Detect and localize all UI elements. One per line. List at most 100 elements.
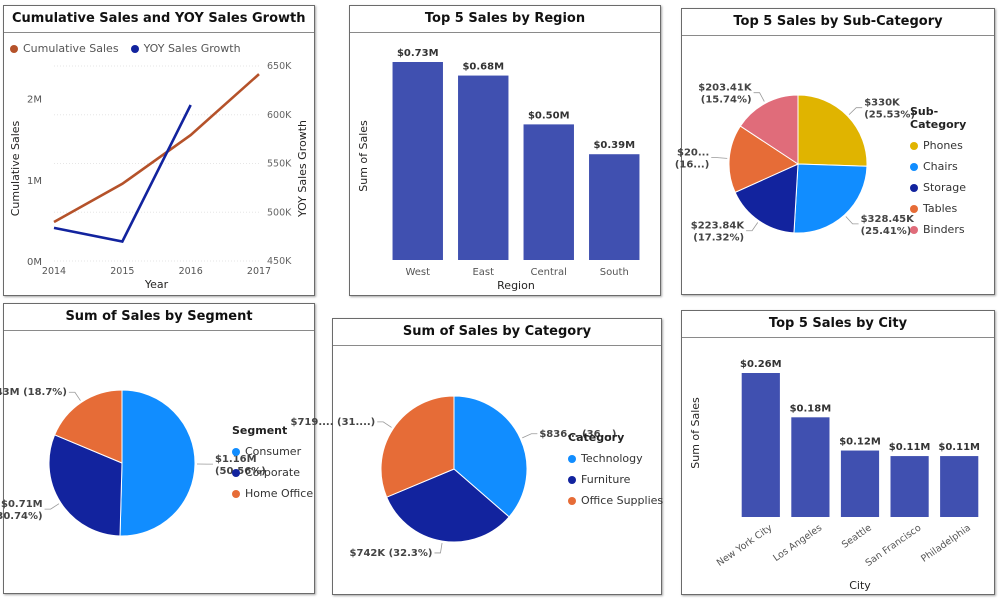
pie-leader-line (44, 503, 60, 510)
pie-slice-furniture (385, 468, 510, 543)
legend-label: Consumer (245, 445, 302, 458)
y2-axis-title: YOY Sales Growth (296, 120, 309, 218)
category-panel: Sum of Sales by Category $836... (36...)… (290, 318, 663, 595)
pie-leader-line (848, 107, 863, 115)
category-title: Sum of Sales by Category (333, 319, 661, 346)
legend-item-phones[interactable]: Phones (910, 135, 994, 156)
bar (392, 62, 443, 260)
cumulative-legend: Cumulative Sales YOY Sales Growth (10, 42, 241, 55)
legend-item-home-office[interactable]: Home Office (232, 483, 313, 504)
x-axis-title: Region (497, 279, 535, 292)
pie-leader-line (377, 421, 392, 428)
x-tick-label: Seattle (840, 522, 874, 550)
legend-dot-cumulative (10, 44, 18, 53)
x-tick-label: 2016 (179, 266, 203, 277)
x-axis-title: City (849, 579, 871, 592)
legend-item-tables[interactable]: Tables (910, 198, 994, 219)
cumulative-sales-title: Cumulative Sales and YOY Sales Growth (4, 6, 314, 33)
x-axis-title: Year (144, 278, 169, 291)
x-tick-label: West (405, 267, 430, 278)
bar (589, 154, 640, 260)
legend-item-storage[interactable]: Storage (910, 177, 994, 198)
line-series-cumulative-sales (53, 73, 260, 224)
segment-legend: Segment Consumer Corporate Home Office (232, 424, 313, 504)
pie-leader-line (746, 222, 759, 232)
legend-item-chairs[interactable]: Chairs (910, 156, 994, 177)
legend-dot (232, 489, 240, 498)
x-tick-label: 2014 (42, 266, 66, 277)
subcategory-legend-title: Sub-Category (910, 105, 967, 131)
pie-leader-line (68, 391, 81, 401)
x-tick-label: New York City (715, 522, 775, 569)
x-tick-label: East (472, 267, 494, 278)
x-tick-label: Central (531, 267, 567, 278)
legend-item-furniture[interactable]: Furniture (568, 469, 663, 490)
subcategory-panel: Top 5 Sales by Sub-Category $330K (25.53%… (675, 8, 995, 295)
line-series-yoy-sales-growth (53, 104, 192, 243)
legend-label: Home Office (245, 487, 314, 500)
legend-item-corporate[interactable]: Corporate (232, 462, 313, 483)
legend-label: Phones (923, 139, 963, 152)
bar-data-label: $0.68M (462, 62, 504, 73)
legend-item-binders[interactable]: Binders (910, 219, 994, 240)
y2-tick-label: 650K (267, 61, 292, 72)
bar-data-label: $0.26M (740, 359, 782, 370)
legend-label: Tables (923, 202, 958, 215)
y-tick-label: 2M (27, 95, 42, 106)
pie-data-label: $330K (25.53%) (864, 98, 915, 121)
bar-data-label: $0.18M (790, 403, 832, 414)
pie-leader-line (711, 157, 728, 159)
y-axis-title: Cumulative Sales (9, 120, 22, 216)
legend-item-cumulative[interactable]: Cumulative Sales (10, 42, 119, 55)
pie-data-label: $719.... (31....) (290, 417, 375, 428)
bar (840, 450, 880, 517)
x-tick-label: South (600, 267, 629, 278)
legend-item-yoy[interactable]: YOY Sales Growth (130, 42, 241, 55)
legend-label: Office Supplies (581, 494, 664, 507)
pie-data-label: $742K (32.3%) (350, 548, 433, 559)
y-tick-label: 1M (27, 176, 42, 187)
legend-dot (910, 141, 918, 150)
legend-label: Corporate (245, 466, 300, 479)
pie-data-label: $223.84K (17.32%) (691, 221, 746, 244)
pie-leader-line (845, 216, 859, 225)
category-legend: Category Technology Furniture Office Suppl… (568, 431, 663, 511)
pie-leader-line (522, 433, 538, 439)
bar (458, 75, 509, 260)
pie-slice-technology (453, 395, 528, 518)
segment-legend-title: Segment (232, 424, 288, 437)
cumulative-line-chart: 450K 500K 550K 600K 650K 0M 1M 2M 2014 2015 2016 20… (9, 61, 309, 291)
pie-data-label: $0.71M(30.74%) (0, 499, 43, 522)
pie-slice-binders (739, 94, 799, 165)
legend-dot (568, 496, 576, 505)
legend-label: Chairs (923, 160, 958, 173)
pie-leader-line (434, 542, 443, 554)
region-title: Top 5 Sales by Region (350, 6, 660, 33)
x-tick-label: San Francisco (864, 522, 924, 569)
city-panel: Top 5 Sales by City $0.26M New York City $… (681, 310, 995, 595)
cumulative-sales-panel: Cumulative Sales and YOY Sales Growth Cu… (3, 5, 315, 296)
segment-title: Sum of Sales by Segment (4, 304, 314, 331)
legend-label-cumulative: Cumulative Sales (23, 42, 119, 55)
legend-item-office-supplies[interactable]: Office Supplies (568, 490, 663, 511)
region-panel: Top 5 Sales by Region $0.73M West $0.68M Ea… (349, 5, 661, 296)
pie-slice-home-office (53, 389, 123, 464)
city-bar-chart: $0.26M New York City $0.18M Los Angeles $0.1… (689, 359, 980, 592)
legend-item-technology[interactable]: Technology (568, 448, 663, 469)
y2-tick-label: 450K (267, 256, 292, 267)
legend-item-consumer[interactable]: Consumer (232, 441, 313, 462)
pie-slice-office-supplies (380, 395, 455, 498)
bar-data-label: $0.12M (839, 437, 881, 448)
x-tick-label: Philadelphia (919, 522, 973, 564)
legend-label: Technology (581, 452, 643, 465)
segment-pie-chart: $1.16M(50.56%) $0.71M(30.74%) $0.43M (18.7… (0, 387, 266, 537)
legend-label: Furniture (581, 473, 631, 486)
subcategory-pie-chart: $330K (25.53%) $328.45K (25.41%) $223.84K (17… (675, 83, 915, 244)
legend-label-yoy: YOY Sales Growth (143, 42, 241, 55)
bar-data-label: $0.73M (397, 48, 439, 59)
x-tick-label: 2017 (247, 266, 271, 277)
legend-dot (910, 225, 918, 234)
legend-dot (232, 447, 240, 456)
category-pie-chart: $836... (36...) $742K (32.3%) $719.... (31… (290, 395, 617, 559)
legend-dot (232, 468, 240, 477)
